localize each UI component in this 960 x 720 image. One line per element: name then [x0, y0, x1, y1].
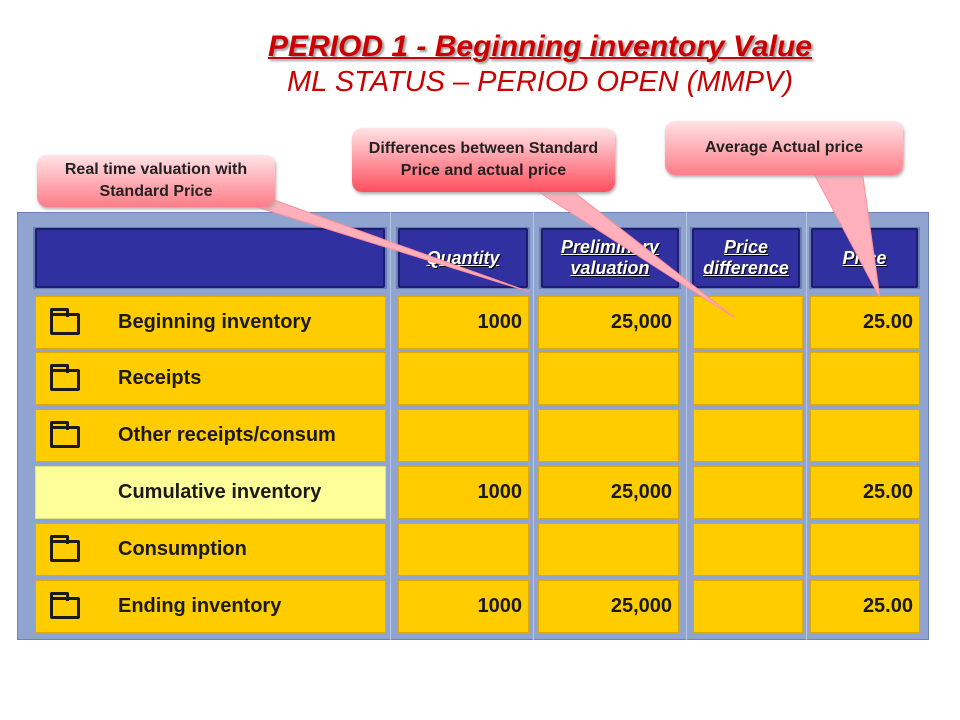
row-valuation-cell: 25,000	[538, 466, 679, 519]
row-label: Other receipts/consum	[118, 424, 336, 446]
row-label-cell: Other receipts/consum	[35, 409, 386, 462]
row-label: Consumption	[118, 538, 247, 560]
row-price-cell	[810, 409, 920, 462]
row-price-difference-cell	[693, 523, 803, 576]
row-price-cell	[810, 352, 920, 405]
column-divider	[390, 212, 391, 640]
row-price-difference-cell	[693, 296, 803, 349]
row-label: Receipts	[118, 367, 202, 389]
folder-icon[interactable]	[50, 535, 80, 562]
title-line-1: PERIOD 1 - Beginning inventory Value	[268, 30, 812, 63]
header-label-column	[35, 228, 385, 288]
folder-icon[interactable]	[50, 421, 80, 448]
row-label-cell: Consumption	[35, 523, 386, 576]
folder-icon[interactable]	[50, 592, 80, 619]
row-valuation-cell	[538, 409, 679, 462]
folder-icon[interactable]	[50, 364, 80, 391]
row-quantity-cell: 1000	[398, 580, 529, 633]
row-quantity-cell: 1000	[398, 296, 529, 349]
row-valuation-cell: 25,000	[538, 296, 679, 349]
column-divider	[533, 212, 534, 640]
header-quantity[interactable]: Quantity	[398, 228, 528, 288]
row-label: Beginning inventory	[118, 311, 312, 333]
row-label-cell: Ending inventory	[35, 580, 386, 633]
row-valuation-cell	[538, 523, 679, 576]
row-quantity-cell: 1000	[398, 466, 529, 519]
row-valuation-cell: 25,000	[538, 580, 679, 633]
row-price-difference-cell	[693, 409, 803, 462]
row-label: Cumulative inventory	[118, 481, 322, 503]
row-price-difference-cell	[693, 466, 803, 519]
row-price-cell: 25.00	[810, 296, 920, 349]
row-price-difference-cell	[693, 352, 803, 405]
row-quantity-cell	[398, 409, 529, 462]
header-preliminary-valuation[interactable]: Preliminary valuation	[541, 228, 679, 288]
row-valuation-cell	[538, 352, 679, 405]
header-price-difference[interactable]: Price difference	[692, 228, 800, 288]
row-label-cell: Receipts	[35, 352, 386, 405]
row-quantity-cell	[398, 523, 529, 576]
row-price-cell: 25.00	[810, 466, 920, 519]
row-label-cell: Cumulative inventory	[35, 466, 386, 519]
row-label-cell: Beginning inventory	[35, 296, 386, 349]
column-divider	[806, 212, 807, 640]
header-price[interactable]: Price	[811, 228, 918, 288]
title-line-2: ML STATUS – PERIOD OPEN (MMPV)	[287, 66, 793, 98]
row-price-cell: 25.00	[810, 580, 920, 633]
row-price-difference-cell	[693, 580, 803, 633]
row-label: Ending inventory	[118, 595, 282, 617]
column-divider	[686, 212, 687, 640]
callout-differences: Differences between Standard Price and a…	[352, 128, 615, 192]
callout-average-price: Average Actual price	[665, 121, 903, 175]
folder-icon[interactable]	[50, 308, 80, 335]
row-quantity-cell	[398, 352, 529, 405]
callout-standard-price: Real time valuation with Standard Price	[37, 155, 275, 207]
row-price-cell	[810, 523, 920, 576]
